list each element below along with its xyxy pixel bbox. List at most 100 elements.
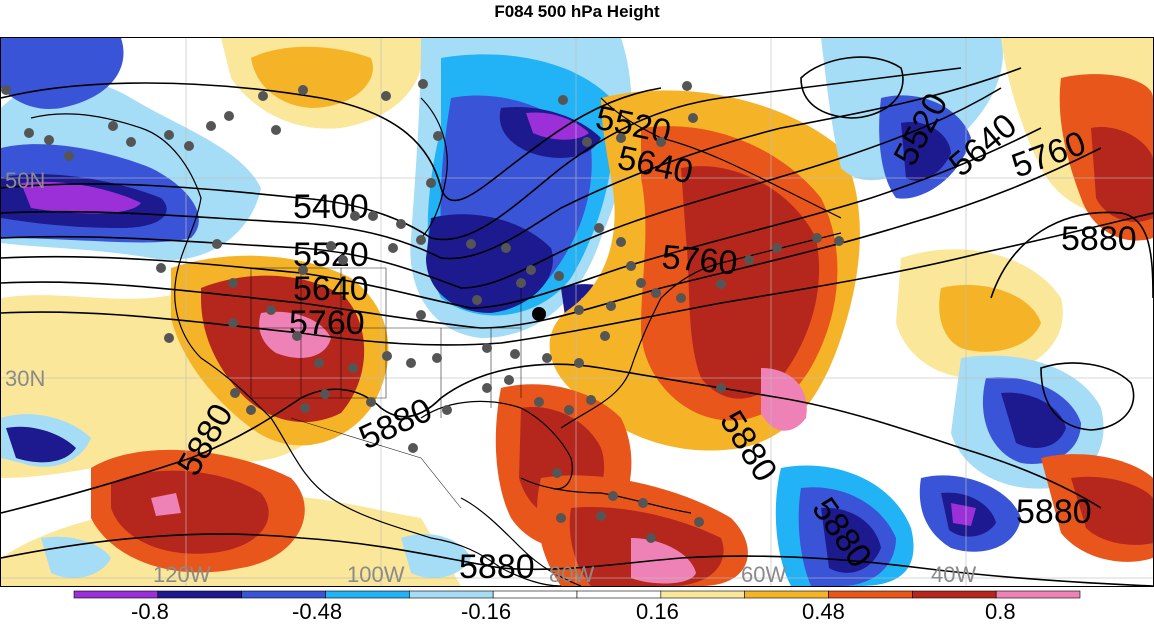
station-dot [812, 233, 822, 243]
station-dot [716, 279, 726, 289]
station-dot [24, 128, 34, 138]
colorbar-svg: -0.8 -0.48 -0.16 0.16 0.48 0.8 [73, 590, 1081, 624]
station-dot [44, 135, 54, 145]
station-dot [258, 91, 268, 101]
station-dot [558, 95, 568, 105]
station-dot [156, 263, 166, 273]
colorbar-swatch [157, 590, 242, 599]
colorbar-tick-label: 0.48 [802, 599, 845, 622]
station-dot [382, 351, 392, 361]
station-dot [228, 318, 238, 328]
station-dot [418, 79, 428, 89]
colorbar-swatches [73, 590, 1081, 599]
lon-label-40w: 40W [931, 562, 976, 586]
station-dot [164, 130, 174, 140]
station-dot [426, 178, 436, 188]
station-dot [350, 211, 360, 221]
contour-label: 5640 [293, 270, 369, 308]
colorbar-swatch [995, 590, 1081, 599]
contour-label: 5880 [1016, 493, 1092, 531]
station-dot [772, 243, 782, 253]
map-svg: 5400 5520 5520 5520 5640 5640 5640 5760 … [1, 38, 1153, 586]
station-dot [586, 395, 596, 405]
station-dot [406, 358, 416, 368]
colorbar-swatch [828, 590, 913, 599]
station-dot [416, 235, 426, 245]
station-dot [224, 111, 234, 121]
colorbar-tick-label: 0.16 [636, 599, 679, 622]
lon-label-100w: 100W [347, 562, 405, 586]
station-dot [688, 113, 698, 123]
station-dot [651, 288, 661, 298]
station-dot [501, 243, 511, 253]
station-dot [164, 333, 174, 343]
station-dot [408, 443, 418, 453]
station-dot [64, 151, 74, 161]
station-dot [656, 137, 666, 147]
colorbar-ticks: -0.8 -0.48 -0.16 0.16 0.48 0.8 [131, 599, 1016, 624]
station-dot [574, 305, 584, 315]
station-dot [542, 353, 552, 363]
station-dot [184, 141, 194, 151]
station-dot [108, 121, 118, 131]
station-dot [554, 271, 564, 281]
station-dot [606, 301, 616, 311]
station-dot [534, 397, 544, 407]
station-dot [246, 405, 256, 415]
station-dot [510, 349, 520, 359]
station-dot [320, 389, 330, 399]
station-dot [326, 241, 336, 251]
station-dot [348, 363, 358, 373]
colorbar-swatch [576, 590, 662, 599]
lat-label-50n: 50N [5, 168, 45, 193]
colorbar-swatch [912, 590, 997, 599]
station-dot [388, 243, 398, 253]
lon-label-60w: 60W [741, 562, 786, 586]
colorbar-tick-label: 0.8 [985, 599, 1016, 622]
map-panel: 5400 5520 5520 5520 5640 5640 5640 5760 … [0, 37, 1154, 587]
station-dot [482, 343, 492, 353]
colorbar-swatch [409, 590, 494, 599]
station-dot [368, 211, 378, 221]
station-dot [271, 125, 281, 135]
station-dot [206, 121, 216, 131]
station-dot [212, 239, 222, 249]
station-dot [556, 513, 566, 523]
colorbar-tick-label: -0.16 [461, 599, 511, 622]
station-dot [314, 358, 324, 368]
station-dot [432, 353, 442, 363]
station-dot [638, 498, 648, 508]
station-dot [396, 219, 406, 229]
station-dot [552, 468, 562, 478]
station-dot [366, 397, 376, 407]
station-markers [1, 79, 844, 543]
station-dot [716, 383, 726, 393]
colorbar-swatch [325, 590, 410, 599]
station-dot [574, 358, 584, 368]
lon-label-120w: 120W [153, 562, 211, 586]
station-dot [266, 305, 276, 315]
colorbar-swatch [660, 590, 745, 599]
colorbar: -0.8 -0.48 -0.16 0.16 0.48 0.8 [0, 589, 1154, 624]
station-dot [616, 237, 626, 247]
station-dot [744, 255, 754, 265]
station-dot [230, 388, 240, 398]
colorbar-swatch [73, 590, 159, 599]
colorbar-tick-label: -0.48 [292, 599, 342, 622]
station-dot [300, 403, 310, 413]
station-dot [1, 85, 11, 95]
station-dot [482, 383, 492, 393]
contour-label: 5880 [1061, 220, 1137, 258]
station-dot [472, 295, 482, 305]
station-dot [676, 293, 686, 303]
station-dot [564, 405, 574, 415]
contour-label: 5760 [660, 238, 739, 282]
station-dot [442, 405, 452, 415]
station-dot [526, 265, 536, 275]
station-dot [608, 491, 618, 501]
station-dot [646, 533, 656, 543]
station-dot [582, 137, 592, 147]
lon-label-80w: 80W [549, 562, 594, 586]
contour-label: 5880 [459, 548, 535, 586]
colorbar-tick-label: -0.8 [131, 599, 169, 622]
